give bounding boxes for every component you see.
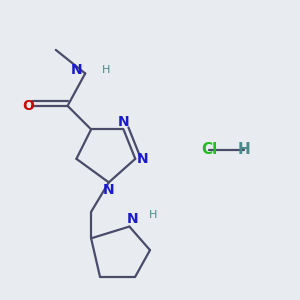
Text: N: N — [118, 115, 129, 129]
Text: N: N — [71, 64, 82, 77]
Text: H: H — [148, 210, 157, 220]
Text: N: N — [103, 183, 115, 197]
Text: H: H — [238, 142, 250, 158]
Text: N: N — [127, 212, 138, 226]
Text: O: O — [22, 99, 34, 113]
Text: Cl: Cl — [201, 142, 217, 158]
Text: H: H — [101, 65, 110, 76]
Text: N: N — [137, 152, 148, 166]
